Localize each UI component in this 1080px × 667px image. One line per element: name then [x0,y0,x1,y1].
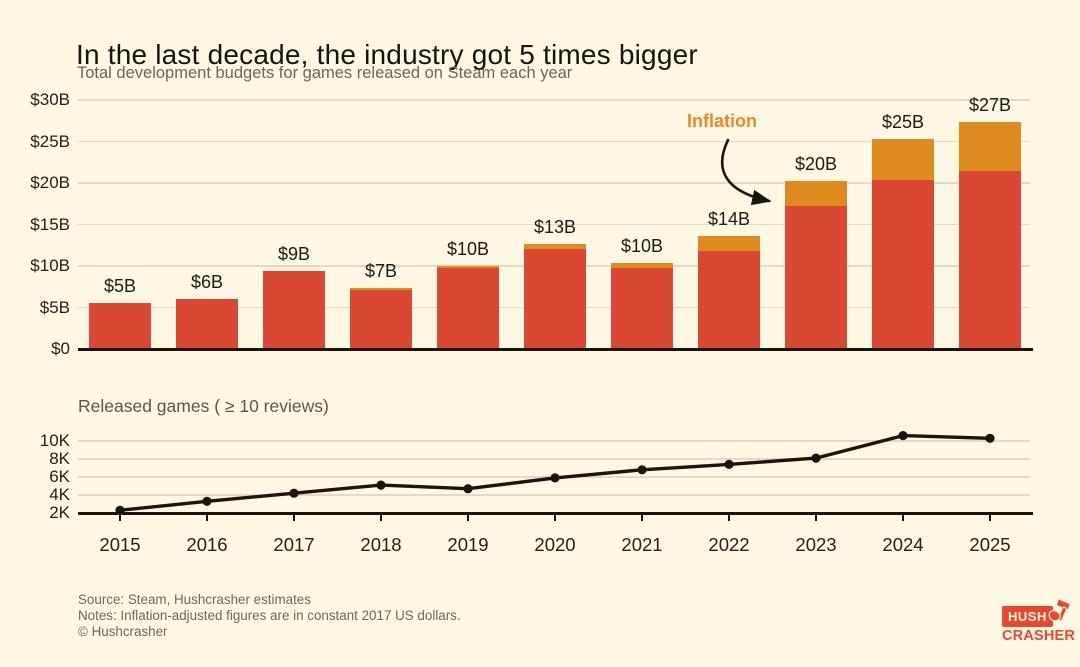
x-axis-tick-2017 [293,514,295,521]
hammer-fist-icon [1048,598,1074,632]
bar-value-label-2023: $20B [794,154,838,175]
chart-subtitle: Total development budgets for games rele… [77,64,573,82]
y-axis-tick-label: $15B [30,214,70,234]
bar-2025-budget-segment [959,170,1021,349]
inflation-annotation-label: Inflation [687,111,757,131]
x-axis-label-2015: 2015 [99,534,141,555]
data-point-2020 [550,473,560,483]
gridline [78,476,1030,478]
released-games-title: Released games ( ≥ 10 reviews) [78,396,329,416]
bar-value-label-2018: $7B [364,261,398,282]
y-axis-tick-label: 2K [49,503,70,522]
x-axis-label-2024: 2024 [882,534,924,555]
bar-value-label-2022: $14B [707,209,751,230]
line-chart-baseline [78,511,1033,515]
x-axis-tick-2022 [728,514,730,521]
bar-2024-inflation-segment [872,139,934,180]
bar-2025-inflation-segment [959,121,1021,171]
gridline [78,223,1030,226]
y-axis-tick-label: $20B [30,173,70,192]
hushcrasher-logo: HUSH CRASHER [1002,598,1076,644]
x-axis-tick-2023 [815,514,817,521]
x-axis-tick-2016 [206,514,208,521]
bar-value-label-2024: $25B [881,112,925,132]
x-axis-label-2022: 2022 [708,534,750,555]
data-point-2016 [202,496,212,506]
bar-2015-budget-segment [89,302,151,349]
gridline [78,440,1030,442]
data-point-2024 [898,431,908,441]
footer-notes: Source: Steam, Hushcrasher estimates Not… [78,592,778,641]
bar-2020-inflation-segment [524,243,586,249]
bar-2022-budget-segment [698,251,760,349]
gridline [78,494,1030,496]
y-axis-tick-label: 8K [49,449,70,468]
bar-2024-budget-segment [872,179,934,349]
x-axis-label-2021: 2021 [621,534,663,555]
bar-2017-budget-segment [263,270,325,349]
methodology-note: Notes: Inflation-adjusted figures are in… [78,608,461,624]
bar-2019-inflation-segment [437,266,499,269]
data-point-2018 [376,480,386,490]
y-axis-tick-label: $10B [30,256,70,275]
bar-value-label-2016: $6B [190,272,224,293]
bar-value-label-2017: $9B [277,243,311,264]
x-axis-label-2018: 2018 [360,534,402,555]
y-axis-tick-label: $0 [51,339,70,358]
bar-value-label-2015: $5B [103,275,137,296]
bar-2021-inflation-segment [611,262,673,269]
bar-2020-budget-segment [524,248,586,349]
logo-word-crasher: CRASHER [1002,628,1076,644]
x-axis-tick-2020 [554,514,556,521]
x-axis-tick-2018 [380,514,382,521]
gridline [78,458,1030,460]
x-axis-tick-2015 [119,514,121,521]
x-axis-label-2025: 2025 [969,534,1011,555]
x-axis-tick-2024 [902,514,904,521]
x-axis-label-2019: 2019 [447,534,489,555]
y-axis-tick-label: 10K [39,431,70,450]
bar-2021-budget-segment [611,268,673,349]
y-axis-tick-label: $5B [39,297,70,317]
x-axis-tick-2019 [467,514,469,521]
bar-value-label-2025: $27B [968,94,1012,115]
x-axis-label-2023: 2023 [795,534,837,555]
logo-hush-box: HUSH [1002,598,1071,627]
data-point-2019 [463,484,473,494]
gridline [78,99,1030,101]
bar-2018-inflation-segment [350,288,412,291]
bar-chart-baseline [78,347,1033,351]
x-axis-tick-2021 [641,514,643,521]
y-axis-tick-label: 4K [49,485,70,504]
bar-2018-budget-segment [350,290,412,349]
gridline [78,182,1030,184]
x-axis-label-2017: 2017 [273,534,315,555]
bar-2023-inflation-segment [785,181,847,207]
copyright-note: © Hushcrasher [78,624,168,640]
gridline [78,140,1030,143]
bar-value-label-2020: $13B [533,216,577,237]
data-point-2022 [724,459,734,469]
source-note: Source: Steam, Hushcrasher estimates [78,592,311,607]
y-axis-tick-label: $30B [30,90,70,109]
bar-value-label-2021: $10B [620,235,664,256]
x-axis-label-2016: 2016 [186,534,228,555]
bar-2023-budget-segment [785,206,847,349]
x-axis-label-2020: 2020 [534,534,576,555]
bar-2019-budget-segment [437,268,499,349]
y-axis-tick-label: 6K [49,467,70,486]
bar-2016-budget-segment [176,299,238,349]
y-axis-tick-label: $25B [30,131,70,151]
x-axis-tick-2025 [989,514,991,521]
data-point-2021 [637,465,647,475]
data-point-2017 [289,488,299,498]
bar-2022-inflation-segment [698,236,760,252]
chart-title: In the last decade, the industry got 5 t… [76,38,698,70]
bar-value-label-2019: $10B [446,239,490,259]
logo-word-hush: HUSH [1008,609,1047,624]
